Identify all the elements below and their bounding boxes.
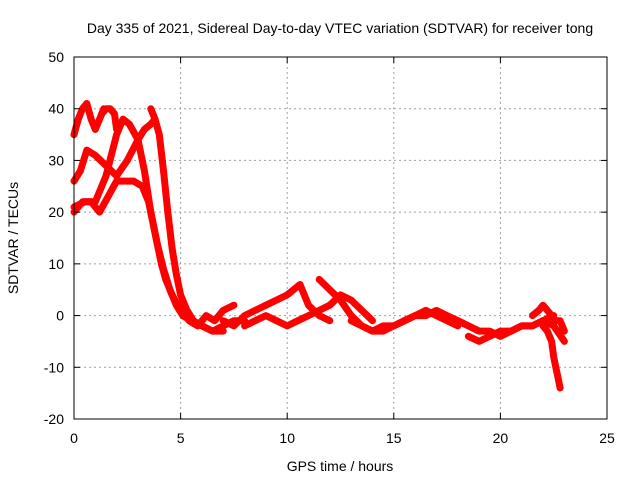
x-tick-label: 15 bbox=[386, 430, 402, 446]
plot-frame bbox=[73, 56, 608, 420]
series-arc-13 bbox=[528, 301, 568, 335]
x-tick-label: 10 bbox=[279, 430, 295, 446]
series-arc-7 bbox=[219, 281, 334, 330]
series-arc-12 bbox=[464, 317, 568, 345]
x-tick-label: 20 bbox=[493, 430, 509, 446]
x-tick-label: 5 bbox=[177, 430, 185, 446]
grid bbox=[74, 57, 607, 419]
series-arc-3 bbox=[70, 115, 159, 185]
chart-title: Day 335 of 2021, Sidereal Day-to-day VTE… bbox=[87, 20, 593, 36]
series-group bbox=[70, 100, 568, 392]
y-tick-label: -20 bbox=[44, 411, 64, 427]
series-arc-5 bbox=[70, 177, 238, 330]
y-tick-label: 40 bbox=[48, 101, 64, 117]
series-arc-1 bbox=[70, 100, 108, 139]
x-tick-label: 25 bbox=[599, 430, 615, 446]
y-tick-label: 10 bbox=[48, 256, 64, 272]
series-arc-2 bbox=[98, 105, 121, 133]
series-arc-8 bbox=[241, 291, 376, 330]
y-tick-label: 0 bbox=[56, 308, 64, 324]
axis-ticks: 0 5 10 15 20 25 -20 -10 0 10 20 30 40 50 bbox=[44, 49, 615, 446]
y-tick-label: 50 bbox=[48, 49, 64, 65]
x-axis-label: GPS time / hours bbox=[287, 458, 394, 474]
y-tick-label: 20 bbox=[48, 204, 64, 220]
y-tick-label: -10 bbox=[44, 359, 64, 375]
series-arc-14 bbox=[539, 322, 564, 392]
y-axis-label: SDTVAR / TECUs bbox=[5, 182, 21, 294]
series-arc-6 bbox=[147, 105, 227, 335]
x-tick-label: 0 bbox=[70, 430, 78, 446]
y-tick-label: 30 bbox=[48, 152, 64, 168]
